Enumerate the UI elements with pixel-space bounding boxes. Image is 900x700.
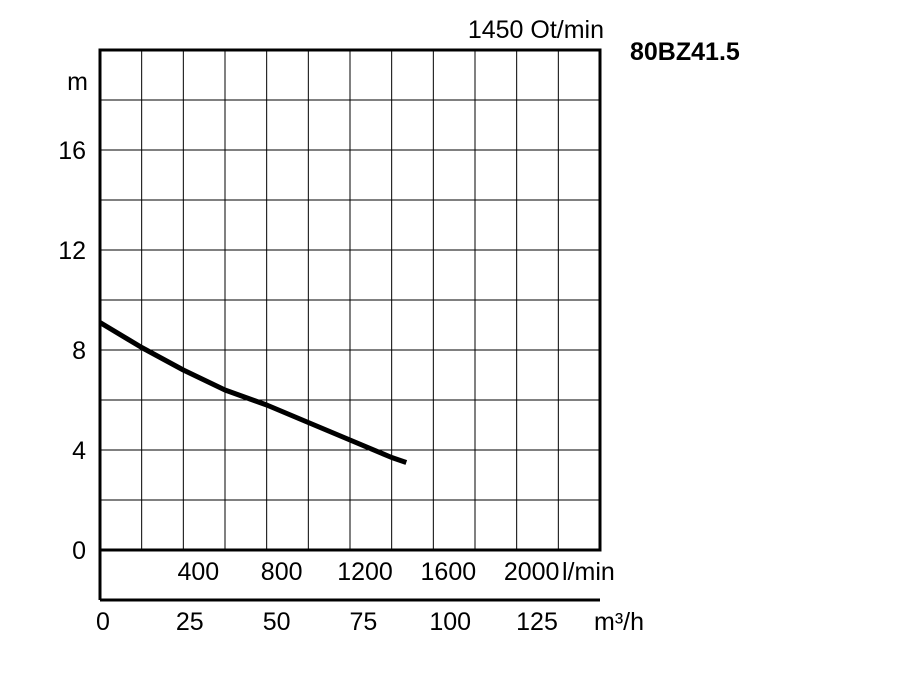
plot-frame — [98, 48, 602, 552]
x-lpm-tick-label: 2000 — [504, 558, 560, 586]
y-tick-label: 8 — [72, 337, 86, 365]
model-title: 80BZ41.5 — [630, 38, 740, 66]
speed-label: 1450 Ot/min — [468, 16, 604, 44]
x-m3h-tick-label: 125 — [516, 608, 558, 636]
x-lpm-tick-label: 1200 — [337, 558, 393, 586]
x-unit-lpm: l/min — [562, 558, 615, 586]
head-curve — [98, 320, 408, 465]
grid-lines — [100, 50, 600, 550]
y-axis-unit: m — [67, 68, 88, 96]
y-tick-label: 16 — [58, 137, 86, 165]
x-unit-m3h: m³/h — [594, 608, 644, 636]
y-tick-label: 4 — [72, 437, 86, 465]
tick-labels: 0 4 8 12 16 400 800 1200 1600 2000 0 25 50 75 100 125 — [58, 137, 559, 636]
x-m3h-tick-label: 0 — [96, 608, 110, 636]
x-lpm-tick-label: 1600 — [421, 558, 477, 586]
y-tick-label: 0 — [72, 537, 86, 565]
x-m3h-tick-label: 75 — [350, 608, 378, 636]
x-m3h-tick-label: 25 — [176, 608, 204, 636]
x-m3h-tick-label: 100 — [429, 608, 471, 636]
y-tick-label: 12 — [58, 237, 86, 265]
x-m3h-tick-label: 50 — [263, 608, 291, 636]
lower-axis-frame — [98, 550, 600, 602]
x-lpm-tick-label: 400 — [177, 558, 219, 586]
x-lpm-tick-label: 800 — [261, 558, 303, 586]
